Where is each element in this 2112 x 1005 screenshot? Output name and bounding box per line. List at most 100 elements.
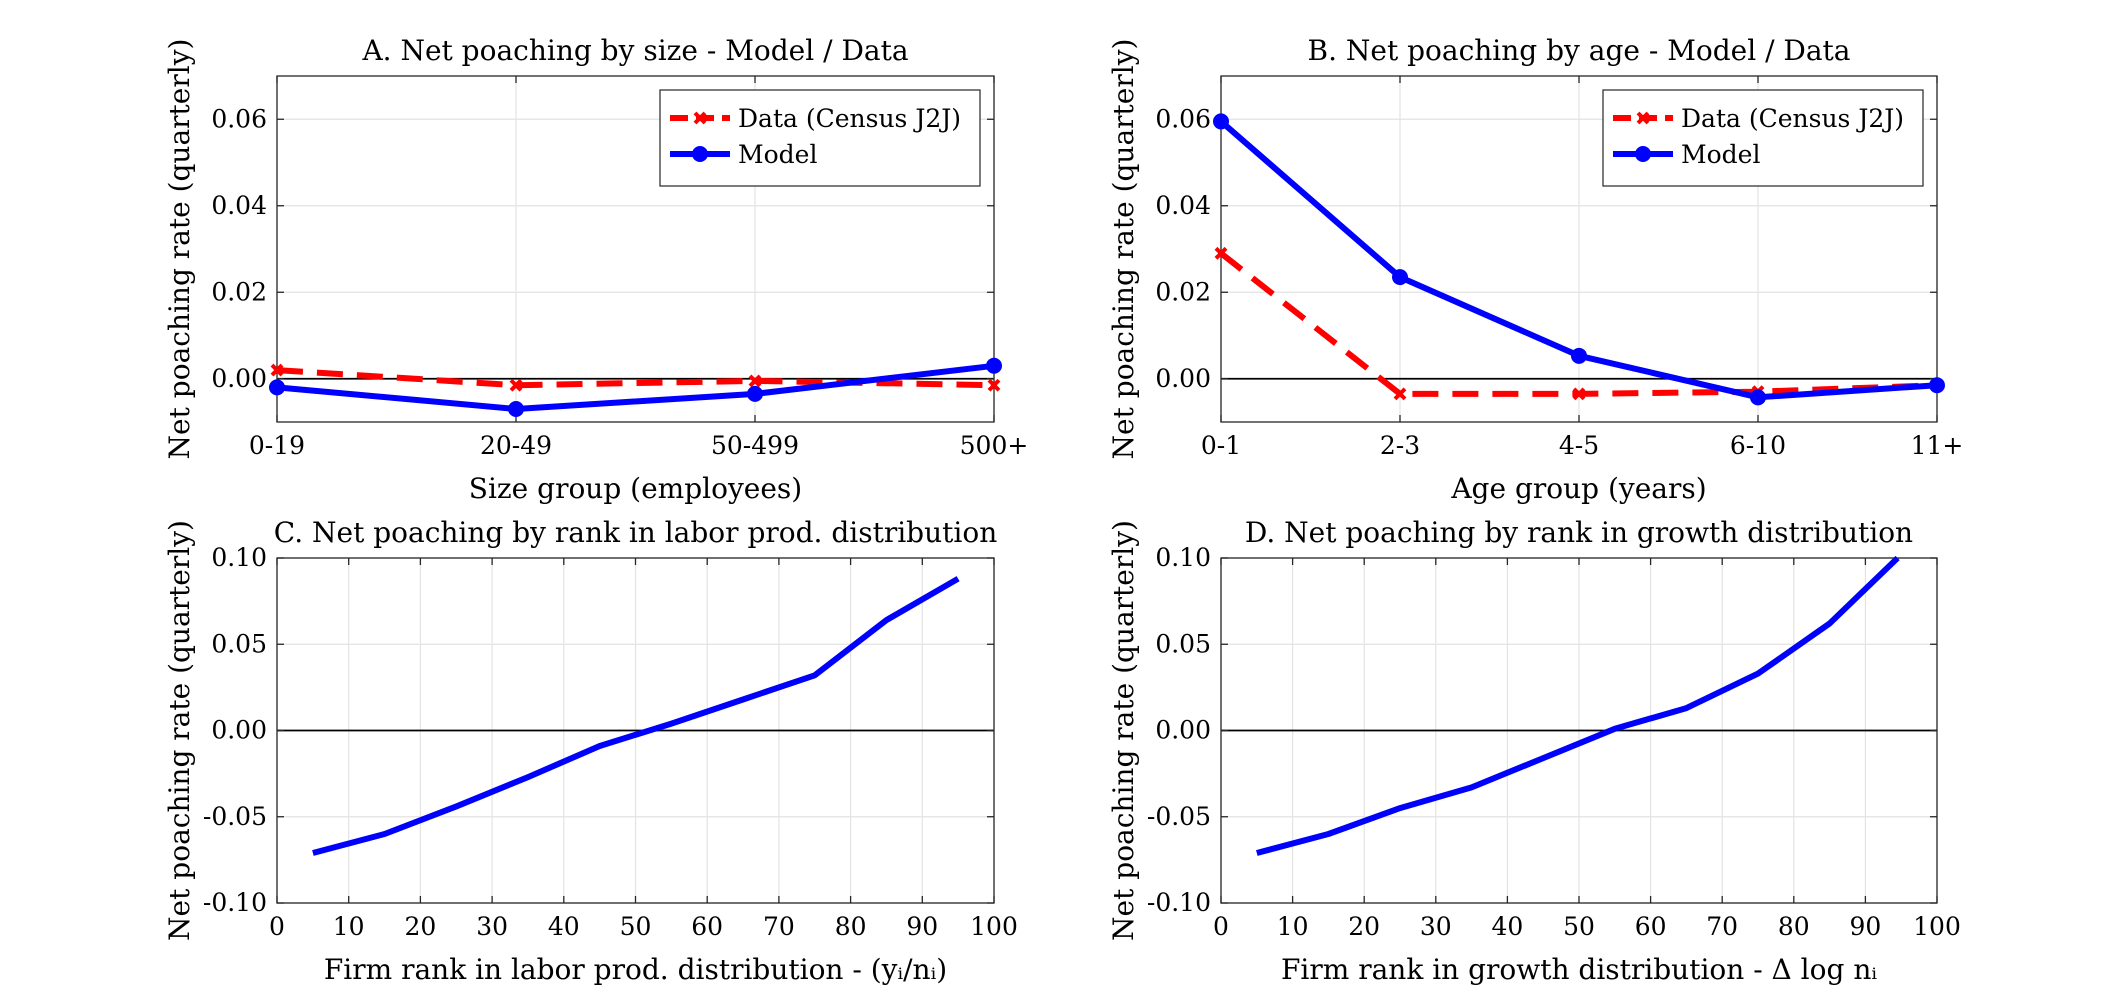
x-tick-label: 40: [548, 912, 580, 941]
x-tick-label: 100: [970, 912, 1018, 941]
x-axis-label: Firm rank in labor prod. distribution - …: [324, 953, 947, 986]
x-tick-label: 60: [691, 912, 723, 941]
x-tick-label: 20: [404, 912, 436, 941]
x-tick-label: 80: [1778, 912, 1810, 941]
y-tick-label: 0.00: [1155, 716, 1211, 745]
y-tick-label: 0.00: [211, 716, 267, 745]
y-ticks: -0.10 -0.05 0.00 0.05 0.10: [1147, 543, 1937, 917]
data-point: [748, 374, 762, 388]
chart-panel-d: 0 10 20 30 40 50 60 70 80 90 100 -0.10 -0.05 0.00 0.05…: [1107, 516, 1961, 986]
x-tick-label: 11+: [1911, 431, 1964, 460]
y-tick-label: 0.10: [211, 543, 267, 572]
chart-panel-c: 0 10 20 30 40 50 60 70 80 90 100 -0.10 -0.05 0.00 0.05…: [163, 516, 1018, 986]
x-axis-label: Size group (employees): [469, 472, 802, 505]
x-tick-label: 20-49: [480, 431, 552, 460]
x-tick-label: 100: [1913, 912, 1961, 941]
data-point: [1214, 246, 1228, 260]
data-point: [1213, 113, 1229, 130]
x-tick-label: 80: [835, 912, 867, 941]
x-tick-label: 6-10: [1730, 431, 1786, 460]
y-tick-label: -0.05: [1147, 802, 1211, 831]
series-data-census-j2j: [270, 363, 1001, 392]
legend-marker: [692, 146, 708, 162]
data-point: [747, 385, 763, 402]
x-tick-label: 70: [1706, 912, 1738, 941]
x-tick-label: 60: [1635, 912, 1667, 941]
data-point: [1572, 387, 1586, 401]
y-tick-label: 0.02: [211, 277, 267, 306]
y-tick-label: 0.04: [1155, 191, 1211, 220]
y-axis-label: Net poaching rate (quarterly): [1107, 520, 1140, 941]
y-ticks: 0.00 0.02 0.04 0.06: [211, 104, 994, 393]
x-axis-label: Age group (years): [1450, 472, 1706, 505]
x-ticks: 0-1 2-3 4-5 6-10 11+: [1201, 76, 1964, 460]
y-tick-label: 0.05: [1155, 629, 1211, 658]
legend-label: Model: [1681, 140, 1760, 169]
legend-box: [659, 89, 981, 187]
series-data-census-j2j: [1214, 246, 1944, 401]
y-tick-label: -0.05: [203, 802, 267, 831]
y-axis-label: Net poaching rate (quarterly): [1107, 39, 1140, 460]
y-axis-label: Net poaching rate (quarterly): [163, 39, 196, 460]
x-tick-label: 50: [620, 912, 652, 941]
chart-title: D. Net poaching by rank in growth distri…: [1245, 516, 1913, 549]
y-axis-label: Net poaching rate (quarterly): [163, 520, 196, 941]
legend-marker: [1635, 146, 1651, 162]
y-tick-label: 0.00: [211, 364, 267, 393]
x-tick-label: 0-19: [249, 431, 305, 460]
axes-box: [276, 75, 995, 423]
data-point: [1750, 389, 1766, 406]
legend-marker: [1636, 111, 1650, 125]
x-tick-label: 90: [1849, 912, 1881, 941]
series-line: [276, 362, 995, 412]
x-ticks: 0-19 20-49 50-499 500+: [249, 76, 1028, 460]
data-point: [986, 357, 1002, 374]
y-ticks: -0.10 -0.05 0.00 0.05 0.10: [203, 543, 994, 917]
x-tick-label: 10: [333, 912, 365, 941]
series-line: [312, 576, 960, 856]
series-model: [1213, 113, 1945, 406]
x-tick-label: 0: [1213, 912, 1229, 941]
x-tick-label: 500+: [960, 431, 1029, 460]
x-tick-label: 0-1: [1201, 431, 1241, 460]
data-point: [1929, 377, 1945, 394]
x-tick-label: 4-5: [1559, 431, 1599, 460]
series-model: [269, 357, 1002, 418]
legend-label: Data (Census J2J): [738, 104, 961, 133]
y-tick-label: 0.10: [1155, 543, 1211, 572]
x-tick-label: 50: [1563, 912, 1595, 941]
data-point: [1571, 347, 1587, 364]
data-point: [1392, 269, 1408, 286]
legend: Data (Census J2J) Model: [659, 89, 981, 187]
legend-box: [1602, 89, 1924, 187]
x-ticks: 0 10 20 30 40 50 60 70 80 90 100: [269, 558, 1018, 941]
data-point: [270, 363, 284, 377]
legend-marker: [693, 111, 707, 125]
x-tick-label: 50-499: [711, 431, 799, 460]
legend: Data (Census J2J) Model: [1602, 89, 1924, 187]
x-tick-label: 10: [1277, 912, 1309, 941]
data-point: [987, 378, 1001, 392]
series-line: [1256, 555, 1900, 856]
x-tick-label: 90: [906, 912, 938, 941]
data-point: [509, 378, 523, 392]
x-tick-label: 20: [1348, 912, 1380, 941]
x-ticks: 0 10 20 30 40 50 60 70 80 90 100: [1213, 558, 1961, 941]
x-axis-label: Firm rank in growth distribution - Δ log…: [1281, 953, 1877, 986]
chart-panel-b: 0-1 2-3 4-5 6-10 11+ 0.00 0.02 0.04 0.06 B. Net p…: [1107, 34, 1963, 505]
x-tick-label: 40: [1491, 912, 1523, 941]
data-point: [508, 401, 524, 418]
y-tick-label: -0.10: [1147, 888, 1211, 917]
x-tick-label: 0: [269, 912, 285, 941]
chart-title: B. Net poaching by age - Model / Data: [1308, 34, 1851, 67]
series-0: [1256, 555, 1900, 856]
x-tick-label: 30: [476, 912, 508, 941]
y-tick-label: -0.10: [203, 888, 267, 917]
x-tick-label: 70: [763, 912, 795, 941]
y-tick-label: 0.04: [211, 191, 267, 220]
y-tick-label: 0.02: [1155, 277, 1211, 306]
data-point: [269, 379, 285, 396]
legend-label: Data (Census J2J): [1681, 104, 1904, 133]
chart-title: A. Net poaching by size - Model / Data: [361, 34, 908, 67]
x-tick-label: 30: [1420, 912, 1452, 941]
